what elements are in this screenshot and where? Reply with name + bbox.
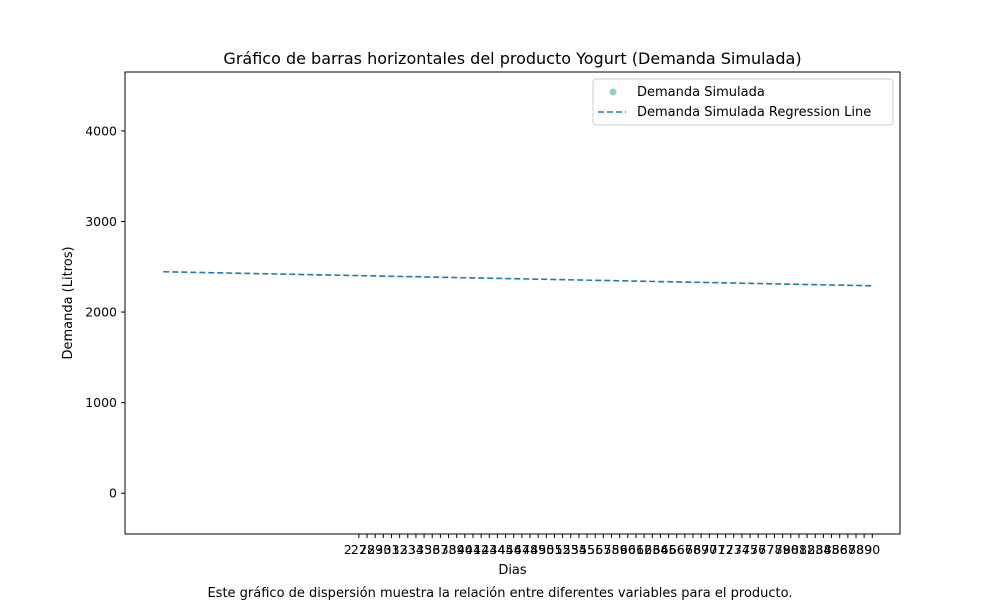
x-tick-label: 48 bbox=[522, 542, 538, 557]
x-tick-label: 31 bbox=[384, 542, 400, 557]
x-tick-label: 43 bbox=[481, 542, 497, 557]
x-tick-label: 78 bbox=[767, 542, 783, 557]
x-tick-label: 39 bbox=[449, 542, 465, 557]
x-tick-label: 29 bbox=[367, 542, 383, 557]
x-tick-label: 47 bbox=[514, 542, 530, 557]
regression-line bbox=[163, 270, 873, 287]
plot-area bbox=[124, 71, 901, 535]
x-tick-label: 70 bbox=[701, 542, 717, 557]
x-tick-label: 71 bbox=[710, 542, 726, 557]
x-tick-label: 69 bbox=[693, 542, 709, 557]
x-tick-label: 63 bbox=[644, 542, 660, 557]
x-tick-label: 34 bbox=[408, 542, 424, 557]
x-tick-label: 86 bbox=[832, 542, 848, 557]
x-tick-label: 56 bbox=[587, 542, 603, 557]
legend-label-scatter: Demanda Simulada bbox=[637, 85, 765, 100]
x-tick-label: 28 bbox=[359, 542, 375, 557]
x-tick-label: 65 bbox=[661, 542, 677, 557]
chart-caption: Este gráfico de dispersión muestra la re… bbox=[207, 586, 792, 600]
x-tick-label: 67 bbox=[677, 542, 693, 557]
x-tick-label: 54 bbox=[571, 542, 587, 557]
x-tick-label: 46 bbox=[506, 542, 522, 557]
y-axis-label: Demanda (Litros) bbox=[61, 246, 76, 359]
x-tick-label: 72 bbox=[718, 542, 734, 557]
x-tick-label: 45 bbox=[498, 542, 514, 557]
x-tick-label: 58 bbox=[604, 542, 620, 557]
x-tick-label: 61 bbox=[628, 542, 644, 557]
x-tick-label: 66 bbox=[669, 542, 685, 557]
chart-title: Gráfico de barras horizontales del produ… bbox=[223, 49, 801, 68]
x-tick-label: 37 bbox=[432, 542, 448, 557]
x-axis: 2728293031323334353637383940414243444546… bbox=[344, 534, 880, 557]
y-tick-label: 3000 bbox=[85, 214, 117, 229]
x-tick-label: 83 bbox=[807, 542, 823, 557]
x-tick-label: 44 bbox=[489, 542, 505, 557]
x-tick-label: 50 bbox=[538, 542, 554, 557]
x-tick-label: 87 bbox=[840, 542, 856, 557]
y-axis: 0 1000 2000 3000 4000 bbox=[85, 123, 125, 501]
x-tick-label: 30 bbox=[375, 542, 391, 557]
x-tick-label: 82 bbox=[799, 542, 815, 557]
y-tick-label: 2000 bbox=[85, 305, 117, 320]
x-tick-label: 40 bbox=[457, 542, 473, 557]
y-tick-label: 4000 bbox=[85, 123, 117, 138]
x-axis-label: Dias bbox=[498, 563, 527, 578]
legend-box bbox=[592, 78, 894, 126]
y-tick-label: 1000 bbox=[85, 395, 117, 410]
legend-label-line: Demanda Simulada Regression Line bbox=[637, 105, 871, 120]
x-tick-label: 76 bbox=[750, 542, 766, 557]
x-tick-label: 77 bbox=[758, 542, 774, 557]
legend: Demanda Simulada Demanda Simulada Regres… bbox=[592, 78, 894, 126]
x-tick-label: 89 bbox=[856, 542, 872, 557]
x-tick-label: 36 bbox=[424, 542, 440, 557]
x-tick-label: 49 bbox=[530, 542, 546, 557]
x-tick-label: 75 bbox=[742, 542, 758, 557]
x-tick-label: 81 bbox=[791, 542, 807, 557]
x-tick-label: 42 bbox=[473, 542, 489, 557]
x-tick-label: 33 bbox=[400, 542, 416, 557]
x-tick-label: 38 bbox=[441, 542, 457, 557]
x-tick-label: 64 bbox=[652, 542, 668, 557]
x-tick-label: 73 bbox=[726, 542, 742, 557]
x-tick-label: 41 bbox=[465, 542, 481, 557]
x-tick-label: 2 bbox=[344, 542, 352, 557]
x-tick-label: 51 bbox=[547, 542, 563, 557]
x-tick-label: 57 bbox=[595, 542, 611, 557]
x-tick-label: 27 bbox=[351, 542, 367, 557]
x-tick-label: 88 bbox=[848, 542, 864, 557]
y-tick-label: 0 bbox=[109, 486, 117, 501]
series-layer bbox=[163, 270, 873, 287]
x-tick-label: 35 bbox=[416, 542, 432, 557]
x-tick-label: 84 bbox=[815, 542, 831, 557]
x-tick-label: 60 bbox=[620, 542, 636, 557]
x-tick-label: 85 bbox=[824, 542, 840, 557]
x-tick-label: 90 bbox=[864, 542, 880, 557]
x-tick-label: 53 bbox=[563, 542, 579, 557]
x-tick-label: 74 bbox=[734, 542, 750, 557]
x-tick-label: 80 bbox=[783, 542, 799, 557]
x-tick-label: 79 bbox=[775, 542, 791, 557]
x-tick-label: 59 bbox=[612, 542, 628, 557]
x-tick-label: 68 bbox=[685, 542, 701, 557]
x-tick-label: 55 bbox=[579, 542, 595, 557]
x-tick-label: 62 bbox=[636, 542, 652, 557]
x-tick-label: 52 bbox=[555, 542, 571, 557]
x-tick-label: 32 bbox=[392, 542, 408, 557]
legend-scatter-marker bbox=[609, 88, 617, 96]
